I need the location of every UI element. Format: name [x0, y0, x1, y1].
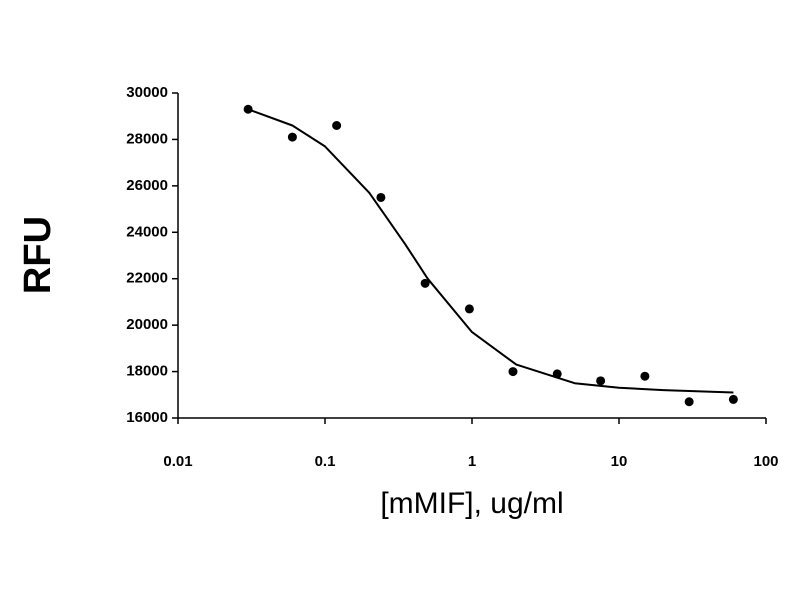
y-tick-label: 26000: [126, 177, 168, 194]
data-point: [508, 367, 518, 377]
data-point: [596, 376, 606, 386]
y-tick-label: 16000: [126, 409, 168, 426]
y-axis-title: RFU: [17, 216, 59, 294]
y-tick-label: 22000: [126, 270, 168, 287]
data-point: [420, 278, 430, 288]
data-point: [728, 394, 738, 404]
fit-curve: [247, 108, 734, 394]
data-point: [684, 397, 694, 407]
x-tick-label: 1: [468, 453, 476, 470]
y-tick-label: 20000: [126, 316, 168, 333]
x-tick-label: 0.01: [163, 453, 192, 470]
y-tick-label: 28000: [126, 130, 168, 147]
y-tick-label: 30000: [126, 84, 168, 101]
data-point: [332, 121, 342, 130]
data-point: [376, 192, 386, 202]
x-tick-label: 10: [611, 453, 628, 470]
x-tick-label: 100: [753, 453, 778, 470]
data-point: [287, 132, 297, 142]
x-tick-label: 0.1: [315, 453, 336, 470]
data-point: [640, 371, 650, 381]
x-axis-title: [mMIF], ug/ml: [380, 487, 563, 520]
y-tick-label: 18000: [126, 363, 168, 380]
data-point: [464, 304, 474, 314]
y-tick-label: 24000: [126, 223, 168, 240]
